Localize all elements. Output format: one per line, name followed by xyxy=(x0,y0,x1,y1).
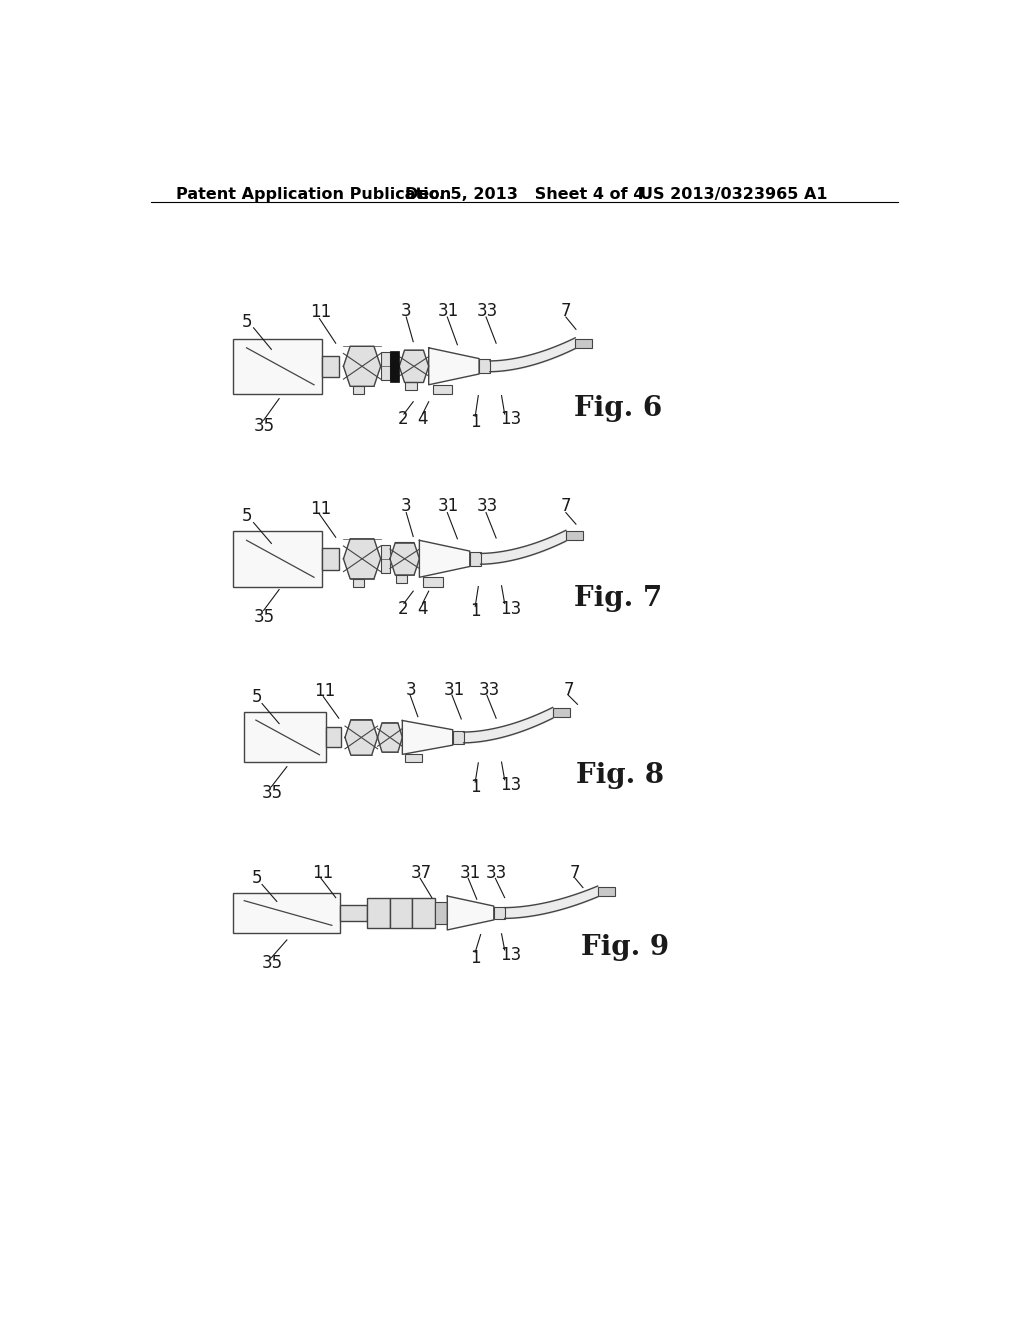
Bar xyxy=(390,351,399,381)
Bar xyxy=(396,576,408,582)
Text: 35: 35 xyxy=(261,954,283,972)
Bar xyxy=(494,907,505,919)
Polygon shape xyxy=(390,543,420,576)
Bar xyxy=(232,892,340,933)
Text: 4: 4 xyxy=(417,409,428,428)
Text: 33: 33 xyxy=(486,865,507,882)
Text: 35: 35 xyxy=(254,607,274,626)
Text: 11: 11 xyxy=(310,500,332,517)
Bar xyxy=(322,355,339,378)
Bar xyxy=(232,531,322,586)
Polygon shape xyxy=(447,896,494,929)
Text: Patent Application Publication: Patent Application Publication xyxy=(176,187,452,202)
Bar xyxy=(245,713,326,763)
Bar xyxy=(432,385,452,395)
Bar xyxy=(406,383,417,391)
Text: 37: 37 xyxy=(411,865,432,882)
Text: 7: 7 xyxy=(563,681,574,698)
Text: 31: 31 xyxy=(438,498,459,515)
Text: 7: 7 xyxy=(560,498,571,515)
Bar xyxy=(340,906,367,921)
Bar xyxy=(553,708,569,718)
Text: 13: 13 xyxy=(500,599,521,618)
Polygon shape xyxy=(420,540,470,577)
Text: 2: 2 xyxy=(397,599,409,618)
Bar xyxy=(326,727,341,747)
Text: 3: 3 xyxy=(400,302,412,319)
Text: Fig. 6: Fig. 6 xyxy=(573,395,662,422)
Text: 5: 5 xyxy=(252,870,262,887)
Bar xyxy=(453,730,464,744)
Bar xyxy=(381,352,390,380)
Text: Dec. 5, 2013   Sheet 4 of 4: Dec. 5, 2013 Sheet 4 of 4 xyxy=(404,187,644,202)
Bar xyxy=(412,899,435,928)
Bar xyxy=(566,531,583,540)
Text: 35: 35 xyxy=(261,784,283,801)
Text: 31: 31 xyxy=(438,302,459,319)
Text: 1: 1 xyxy=(471,413,481,430)
Bar xyxy=(322,548,339,570)
Text: 13: 13 xyxy=(500,776,521,795)
Bar xyxy=(352,578,365,586)
Text: 11: 11 xyxy=(310,304,332,321)
Text: 33: 33 xyxy=(478,681,500,698)
Text: 4: 4 xyxy=(417,599,428,618)
Text: 2: 2 xyxy=(397,409,409,428)
Text: 11: 11 xyxy=(314,682,335,700)
Text: 35: 35 xyxy=(254,417,274,436)
Bar xyxy=(232,339,322,395)
Text: 5: 5 xyxy=(242,313,253,330)
Polygon shape xyxy=(378,723,402,752)
Polygon shape xyxy=(402,721,453,755)
Bar xyxy=(381,545,390,573)
Text: Fig. 9: Fig. 9 xyxy=(582,935,670,961)
Text: 1: 1 xyxy=(471,779,481,796)
Text: 31: 31 xyxy=(460,865,481,882)
Text: 1: 1 xyxy=(471,602,481,620)
Text: 3: 3 xyxy=(400,498,412,515)
Text: Fig. 8: Fig. 8 xyxy=(575,763,665,789)
Bar xyxy=(435,903,447,924)
Polygon shape xyxy=(429,348,479,385)
Text: US 2013/0323965 A1: US 2013/0323965 A1 xyxy=(640,187,827,202)
Bar xyxy=(352,387,365,395)
Bar xyxy=(575,339,592,348)
Polygon shape xyxy=(399,350,429,383)
Bar xyxy=(470,552,480,566)
Bar xyxy=(404,755,422,762)
Text: 33: 33 xyxy=(477,302,498,319)
Polygon shape xyxy=(345,719,378,755)
Text: 7: 7 xyxy=(569,865,581,882)
Text: Fig. 7: Fig. 7 xyxy=(573,585,662,612)
Bar xyxy=(598,887,614,896)
Text: 5: 5 xyxy=(252,689,262,706)
Text: 7: 7 xyxy=(560,302,571,319)
Polygon shape xyxy=(343,346,381,387)
Text: 1: 1 xyxy=(471,949,481,966)
Bar xyxy=(367,899,390,928)
Text: 11: 11 xyxy=(311,865,333,882)
Bar xyxy=(479,359,489,374)
Text: 13: 13 xyxy=(500,409,521,428)
Text: 33: 33 xyxy=(477,498,498,515)
Text: 13: 13 xyxy=(500,946,521,965)
Text: 5: 5 xyxy=(242,507,253,525)
Text: 31: 31 xyxy=(443,681,465,698)
Text: 3: 3 xyxy=(406,681,416,698)
Bar xyxy=(390,899,412,928)
Bar xyxy=(423,577,442,586)
Polygon shape xyxy=(343,539,381,579)
